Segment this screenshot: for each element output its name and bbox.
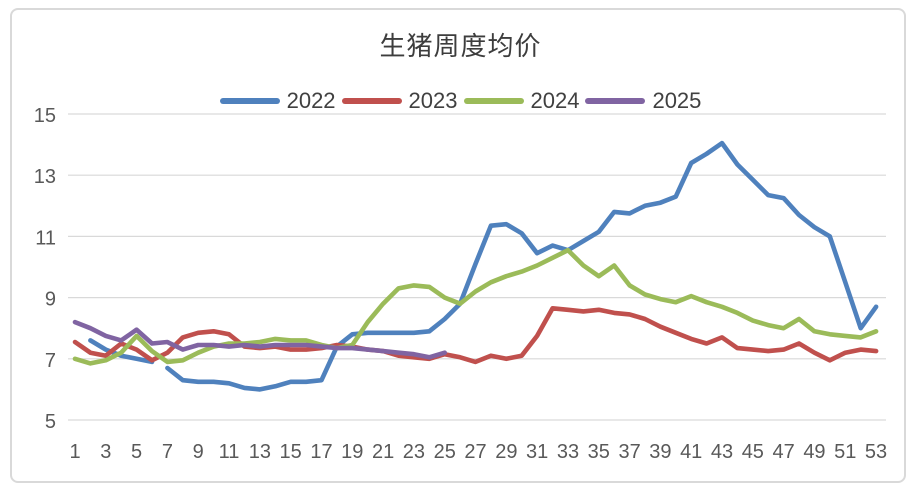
legend-label-2022: 2022 bbox=[286, 88, 336, 113]
y-axis-tick-7: 7 bbox=[45, 350, 56, 372]
series-line-2025 bbox=[72, 319, 448, 360]
x-axis-tick-25: 25 bbox=[434, 441, 456, 463]
x-axis-tick-31: 31 bbox=[526, 441, 548, 463]
chart-frame bbox=[10, 8, 906, 483]
x-axis-tick-33: 33 bbox=[557, 441, 579, 463]
legend-item-2024: 2024 bbox=[463, 88, 580, 114]
x-axis-tick-9: 9 bbox=[193, 441, 204, 463]
x-axis-tick-13: 13 bbox=[249, 441, 271, 463]
x-axis-tick-7: 7 bbox=[162, 441, 173, 463]
series-line-2022-seg2 bbox=[165, 140, 879, 392]
legend-swatch-2024 bbox=[463, 98, 524, 104]
x-axis-tick-1: 1 bbox=[69, 441, 80, 463]
x-axis-tick-3: 3 bbox=[100, 441, 111, 463]
x-axis-tick-53: 53 bbox=[865, 441, 887, 463]
series-line-2023 bbox=[72, 305, 879, 365]
x-axis-tick-17: 17 bbox=[310, 441, 332, 463]
legend-swatch-2022 bbox=[219, 98, 280, 104]
x-axis-tick-43: 43 bbox=[711, 441, 733, 463]
legend-label-2023: 2023 bbox=[408, 88, 458, 113]
y-axis-tick-15: 15 bbox=[34, 105, 56, 127]
x-axis-tick-23: 23 bbox=[403, 441, 425, 463]
legend-item-2023: 2023 bbox=[341, 88, 458, 114]
legend-label-2024: 2024 bbox=[530, 88, 580, 113]
x-axis-tick-41: 41 bbox=[680, 441, 702, 463]
x-axis-tick-39: 39 bbox=[649, 441, 671, 463]
x-axis-tick-5: 5 bbox=[131, 441, 142, 463]
x-axis-tick-21: 21 bbox=[372, 441, 394, 463]
legend-item-2025: 2025 bbox=[585, 88, 701, 114]
x-axis-tick-35: 35 bbox=[588, 441, 610, 463]
legend-label-2025: 2025 bbox=[652, 88, 702, 113]
legend-swatch-2023 bbox=[341, 98, 402, 104]
y-axis-tick-5: 5 bbox=[45, 411, 56, 433]
x-axis-tick-15: 15 bbox=[280, 441, 302, 463]
series-line-2022 bbox=[88, 338, 155, 365]
x-axis-tick-47: 47 bbox=[773, 441, 795, 463]
x-axis-tick-27: 27 bbox=[464, 441, 486, 463]
series-line-2024 bbox=[72, 247, 879, 366]
x-axis-tick-49: 49 bbox=[803, 441, 825, 463]
legend-item-2022: 2022 bbox=[219, 88, 336, 114]
legend-swatch-2025 bbox=[585, 98, 646, 104]
x-axis-tick-51: 51 bbox=[834, 441, 856, 463]
y-axis-tick-11: 11 bbox=[35, 227, 56, 249]
y-axis-tick-13: 13 bbox=[34, 166, 56, 188]
chart-title: 生猪周度均价 bbox=[379, 32, 542, 62]
x-axis-tick-19: 19 bbox=[341, 441, 363, 463]
x-axis-tick-29: 29 bbox=[495, 441, 517, 463]
x-axis-tick-11: 11 bbox=[219, 441, 240, 463]
x-axis-tick-37: 37 bbox=[618, 441, 640, 463]
chart-legend: 2022 2023 2024 2025 bbox=[0, 88, 921, 114]
x-axis-tick-45: 45 bbox=[742, 441, 764, 463]
y-axis-tick-9: 9 bbox=[45, 289, 56, 311]
